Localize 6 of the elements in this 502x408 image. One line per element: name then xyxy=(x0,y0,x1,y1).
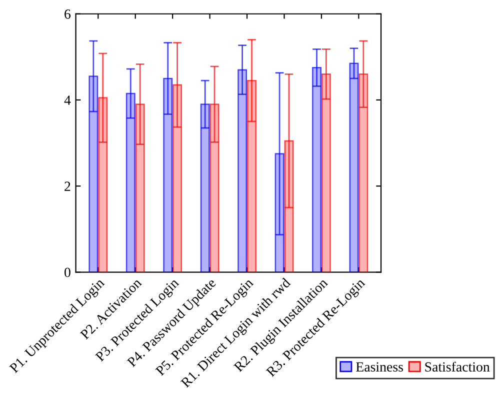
y-tick-label: 4 xyxy=(64,96,71,105)
y-tick-label: 2 xyxy=(64,182,70,191)
y-tick-label: 6 xyxy=(64,9,71,19)
legend-label: Satisfaction xyxy=(425,362,490,372)
y-tick-label: 0 xyxy=(64,268,70,278)
legend-label: Easiness xyxy=(356,362,403,372)
